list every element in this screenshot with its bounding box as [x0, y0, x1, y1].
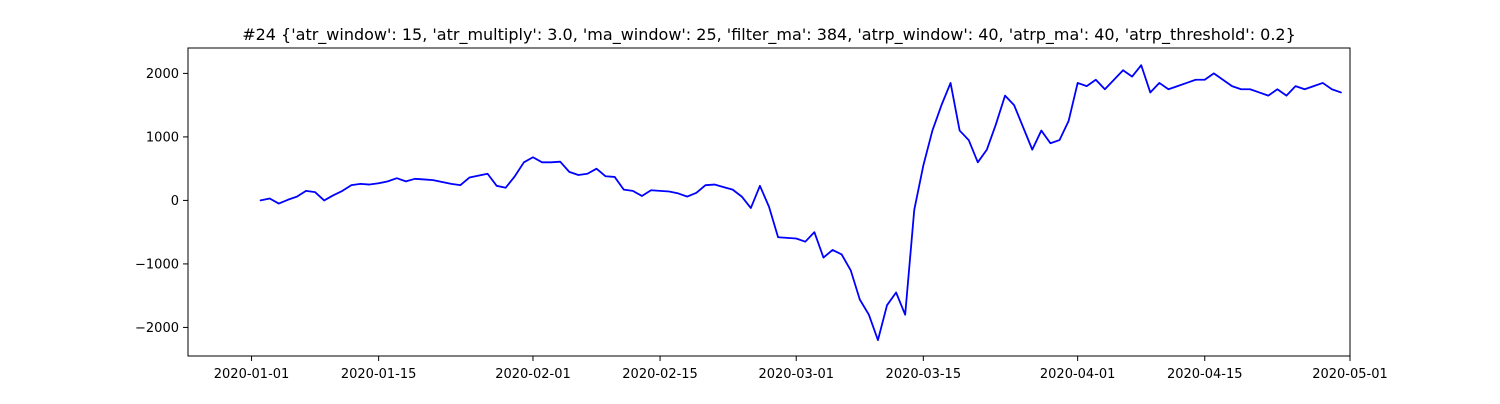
- plot-frame: [187, 47, 1351, 357]
- y-tick-label: −2000: [135, 321, 179, 336]
- x-tick-label: 2020-03-15: [886, 367, 962, 382]
- y-axis: 2000 1000 0 −1000 −2000: [135, 67, 188, 336]
- x-tick-label: 2020-01-15: [341, 367, 417, 382]
- y-tick-label: −1000: [135, 257, 179, 272]
- chart-title: #24 {'atr_window': 15, 'atr_multiply': 3…: [242, 25, 1296, 45]
- series-line: [259, 64, 1342, 342]
- x-tick-label: 2020-04-15: [1167, 367, 1243, 382]
- x-axis: 2020-01-01 2020-01-15 2020-02-01 2020-02-15…: [214, 356, 1388, 382]
- y-tick-label: 2000: [146, 67, 179, 82]
- x-tick-label: 2020-03-01: [758, 367, 834, 382]
- x-tick-label: 2020-04-01: [1040, 367, 1116, 382]
- plot-area: [259, 64, 1342, 342]
- x-tick-label: 2020-01-01: [214, 367, 290, 382]
- y-tick-label: 0: [171, 194, 179, 209]
- y-tick-label: 1000: [146, 130, 179, 145]
- x-tick-label: 2020-05-01: [1312, 367, 1388, 382]
- x-tick-label: 2020-02-01: [495, 367, 571, 382]
- x-tick-label: 2020-02-15: [622, 367, 698, 382]
